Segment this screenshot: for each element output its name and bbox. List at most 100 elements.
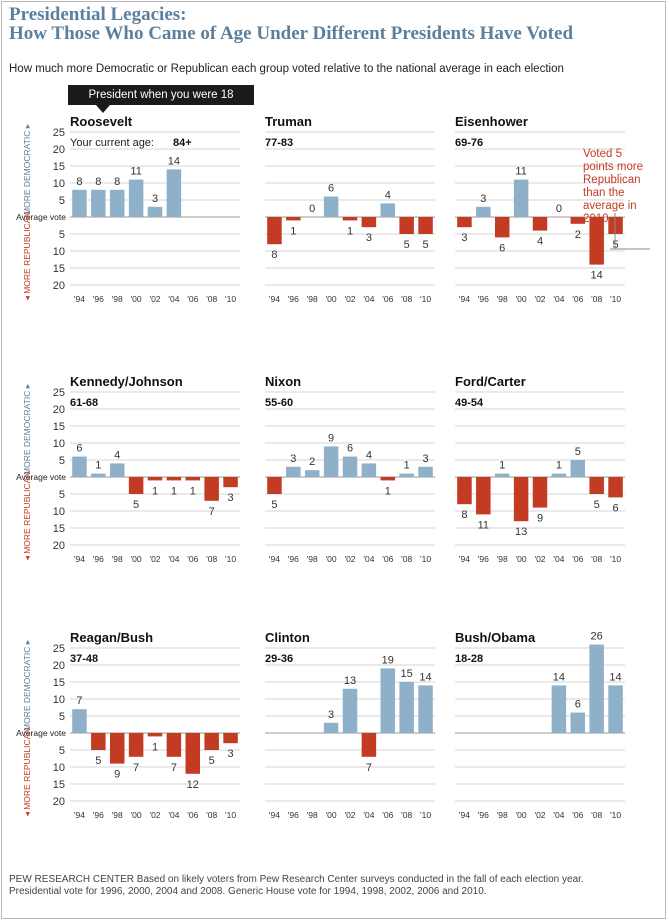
data-label-ford-carter-1: 11 [478, 519, 489, 531]
y-tick-label: 15 [53, 677, 65, 689]
bar-kennedy-johnson-6 [185, 477, 201, 481]
bar-eisenhower-6 [570, 217, 586, 224]
x-tick-label: '08 [401, 810, 412, 820]
data-label-kennedy-johnson-6: 1 [190, 485, 196, 497]
x-tick-label: '94 [269, 810, 280, 820]
bar-kennedy-johnson-2 [109, 463, 125, 477]
y-tick-label: 20 [53, 280, 65, 292]
data-label-ford-carter-7: 5 [594, 499, 600, 511]
data-label-kennedy-johnson-7: 7 [209, 506, 215, 518]
y-tick-label: 15 [53, 263, 65, 275]
data-label-ford-carter-5: 1 [556, 460, 562, 472]
data-label-ford-carter-4: 9 [537, 513, 543, 525]
data-label-clinton-6: 19 [382, 654, 394, 666]
x-tick-label: '98 [307, 554, 318, 564]
bar-nixon-4 [342, 456, 358, 477]
x-tick-label: '98 [497, 554, 508, 564]
annotation-line: Republican [583, 174, 641, 186]
annotation-line: points more [583, 161, 643, 173]
panel-age-roosevelt: 84+ [173, 137, 192, 149]
source-line-2: Presidential vote for 1996, 2000, 2004 a… [9, 886, 487, 897]
y-tick-label: 5 [59, 489, 65, 501]
source-note: PEW RESEARCH CENTER Based on likely vote… [9, 874, 649, 898]
data-label-ford-carter-3: 13 [515, 526, 527, 538]
data-label-roosevelt-0: 8 [76, 176, 82, 188]
x-tick-label: '96 [478, 294, 489, 304]
y-tick-label: 10 [53, 762, 65, 774]
president-callout: President when you were 18 [68, 85, 254, 105]
panel-age-eisenhower: 69-76 [455, 137, 483, 149]
x-tick-label: '02 [534, 554, 545, 564]
x-tick-label: '04 [553, 554, 564, 564]
x-tick-label: '06 [382, 810, 393, 820]
x-tick-label: '94 [74, 294, 85, 304]
bar-clinton-3 [323, 722, 339, 733]
average-vote-label: Average vote [16, 212, 66, 222]
panel-age-truman: 77-83 [265, 137, 293, 149]
y-tick-label: 10 [53, 178, 65, 190]
data-label-clinton-7: 15 [401, 668, 413, 680]
x-tick-label: '00 [131, 810, 142, 820]
bar-ford-carter-2 [494, 473, 510, 477]
bar-reagan-bush-1 [91, 733, 106, 750]
panel-title-ford-carter: Ford/Carter [455, 374, 526, 389]
bar-truman-8 [418, 217, 433, 234]
data-label-roosevelt-3: 11 [130, 166, 141, 178]
panel-title-bush-obama: Bush/Obama [455, 630, 536, 645]
bar-roosevelt-5 [166, 169, 182, 217]
x-tick-label: '98 [497, 294, 508, 304]
y-tick-label: 25 [53, 127, 65, 139]
x-tick-label: '10 [610, 294, 621, 304]
bar-reagan-bush-4 [147, 733, 163, 737]
more-democratic-axis-label: MORE DEMOCRATIC ▸ [22, 383, 32, 475]
panel-title-truman: Truman [265, 114, 312, 129]
bar-kennedy-johnson-5 [166, 477, 182, 481]
x-tick-label: '10 [610, 554, 621, 564]
bar-eisenhower-4 [532, 217, 548, 231]
panel-title-clinton: Clinton [265, 630, 310, 645]
data-label-truman-0: 8 [271, 249, 277, 261]
bar-nixon-8 [418, 466, 433, 477]
callout-pointer [96, 105, 110, 113]
average-vote-label: Average vote [16, 472, 66, 482]
y-tick-label: 15 [53, 523, 65, 535]
bar-clinton-7 [399, 682, 414, 733]
data-label-roosevelt-2: 8 [114, 176, 120, 188]
x-tick-label: '96 [288, 810, 299, 820]
y-tick-label: 20 [53, 540, 65, 552]
x-tick-label: '06 [187, 810, 198, 820]
x-tick-label: '02 [344, 554, 355, 564]
x-tick-label: '04 [363, 294, 374, 304]
panel-title-reagan-bush: Reagan/Bush [70, 630, 153, 645]
data-label-truman-2: 0 [309, 203, 315, 215]
x-tick-label: '02 [534, 810, 545, 820]
data-label-kennedy-johnson-5: 1 [171, 485, 177, 497]
x-tick-label: '96 [93, 294, 104, 304]
bar-reagan-bush-2 [109, 733, 125, 764]
y-tick-label: 5 [59, 745, 65, 757]
bar-nixon-6 [380, 477, 396, 481]
x-tick-label: '98 [112, 294, 123, 304]
bar-reagan-bush-3 [128, 733, 144, 757]
bar-bush-obama-6 [570, 712, 586, 733]
x-tick-label: '96 [478, 554, 489, 564]
data-label-ford-carter-6: 5 [575, 446, 581, 458]
data-label-kennedy-johnson-3: 5 [133, 499, 139, 511]
x-tick-label: '08 [591, 554, 602, 564]
data-label-nixon-8: 3 [422, 453, 428, 465]
panel-title-eisenhower: Eisenhower [455, 114, 528, 129]
x-tick-label: '98 [112, 554, 123, 564]
x-tick-label: '02 [149, 554, 160, 564]
current-age-label: Your current age: [70, 137, 154, 149]
x-tick-label: '02 [344, 810, 355, 820]
x-tick-label: '04 [553, 294, 564, 304]
bar-clinton-5 [361, 733, 377, 757]
data-label-reagan-bush-8: 3 [227, 748, 233, 760]
panel-age-reagan-bush: 37-48 [70, 653, 98, 665]
data-label-ford-carter-0: 8 [461, 509, 467, 521]
y-tick-label: 5 [59, 711, 65, 723]
data-label-bush-obama-7: 26 [591, 631, 603, 643]
bar-truman-5 [361, 217, 377, 228]
x-tick-label: '08 [206, 554, 217, 564]
bar-nixon-2 [304, 470, 320, 477]
